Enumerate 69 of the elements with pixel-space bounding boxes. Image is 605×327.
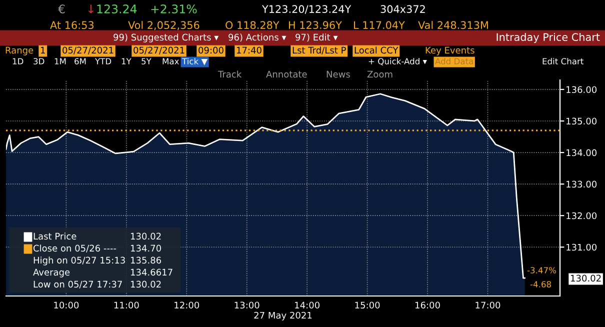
text: L 117.04Y xyxy=(354,21,405,30)
annotation: Last Price xyxy=(34,232,76,240)
text: Y123.20/123.24Y xyxy=(262,5,352,14)
x-tick-label: 12:00 xyxy=(174,302,200,309)
text: ↓ xyxy=(88,4,94,14)
text: News xyxy=(326,70,350,78)
x-tick-label: 15:00 xyxy=(355,302,380,309)
annotation: Average xyxy=(33,268,70,278)
text: Lst Trd/Lst P xyxy=(292,46,346,54)
text: Vol 2,052,356 xyxy=(128,20,200,30)
text: Track xyxy=(218,70,242,78)
text: 09:00 xyxy=(198,46,224,54)
text: Add Data xyxy=(435,58,473,64)
annotation: High on 05/27 15:13 xyxy=(34,256,125,266)
annotation: 134.6617 xyxy=(130,268,172,276)
text: YTD xyxy=(94,58,112,64)
text: H 123.96Y xyxy=(289,21,342,30)
text: 17:40 xyxy=(236,46,262,54)
text: 1M xyxy=(54,58,66,64)
annotation: 135.86 xyxy=(130,256,162,264)
annotation: 130.02 xyxy=(130,232,161,240)
x-tick-label: 13:00 xyxy=(234,302,260,309)
y-tick-label: 136.00 xyxy=(566,86,597,94)
text: Local CCY xyxy=(354,46,398,54)
text: Annotate xyxy=(266,70,307,78)
y-tick-label: 134.00 xyxy=(566,149,597,156)
x-axis-title: 27 May 2021 xyxy=(254,312,312,320)
text: Tick ▼ xyxy=(182,58,208,66)
y-tick-label: 131.00 xyxy=(566,244,597,251)
y-tick-label: 135.00 xyxy=(566,118,597,125)
annotation: 130.02 xyxy=(130,280,161,288)
text: 99) Suggested Charts ▾ xyxy=(114,34,219,42)
text: 1Y xyxy=(122,58,132,64)
x-tick-label: 11:00 xyxy=(114,302,139,309)
chart-title: Intraday Price Chart xyxy=(496,32,600,44)
text: At 16:53 xyxy=(50,21,94,30)
x-tick-label: 16:00 xyxy=(416,302,440,309)
text: 130.02 xyxy=(570,274,601,282)
text: O 118.28Y xyxy=(226,21,280,30)
text: Range xyxy=(6,46,34,56)
text: 05/27/2021 xyxy=(62,46,114,54)
text: 05/27/2021 xyxy=(134,46,184,54)
annotation: -4.68 xyxy=(530,281,551,288)
text: 5Y xyxy=(142,58,152,64)
text: Zoom xyxy=(367,70,392,78)
text: Key Events xyxy=(426,46,474,56)
annotation: -3.47% xyxy=(527,267,556,274)
text: 1D xyxy=(12,58,24,64)
text: € xyxy=(58,4,65,14)
text: Val 248.313M xyxy=(418,20,488,30)
x-tick-label: 17:00 xyxy=(476,302,500,309)
text: 3D xyxy=(34,58,44,64)
text: Edit Chart xyxy=(542,58,584,64)
text: 97) Edit ▾ xyxy=(296,34,338,42)
text: 1 xyxy=(40,46,45,54)
text: + Quick-Add ▾ xyxy=(368,58,427,66)
text: 123.24 xyxy=(97,4,137,14)
annotation: 134.70 xyxy=(130,244,161,252)
y-tick-label: 132.00 xyxy=(566,212,597,220)
text: 304x372 xyxy=(380,5,425,14)
text: 6M xyxy=(74,58,86,64)
y-tick-label: 133.00 xyxy=(566,180,597,188)
x-tick-label: 10:00 xyxy=(54,302,79,309)
x-tick-label: 14:00 xyxy=(295,302,320,309)
text: Max xyxy=(162,58,179,64)
annotation: Low on 05/27 17:37 xyxy=(34,280,122,288)
text: 96) Actions ▾ xyxy=(228,34,286,42)
annotation: Close on 05/26 ---- xyxy=(34,244,116,252)
text: +2.31% xyxy=(151,4,197,14)
